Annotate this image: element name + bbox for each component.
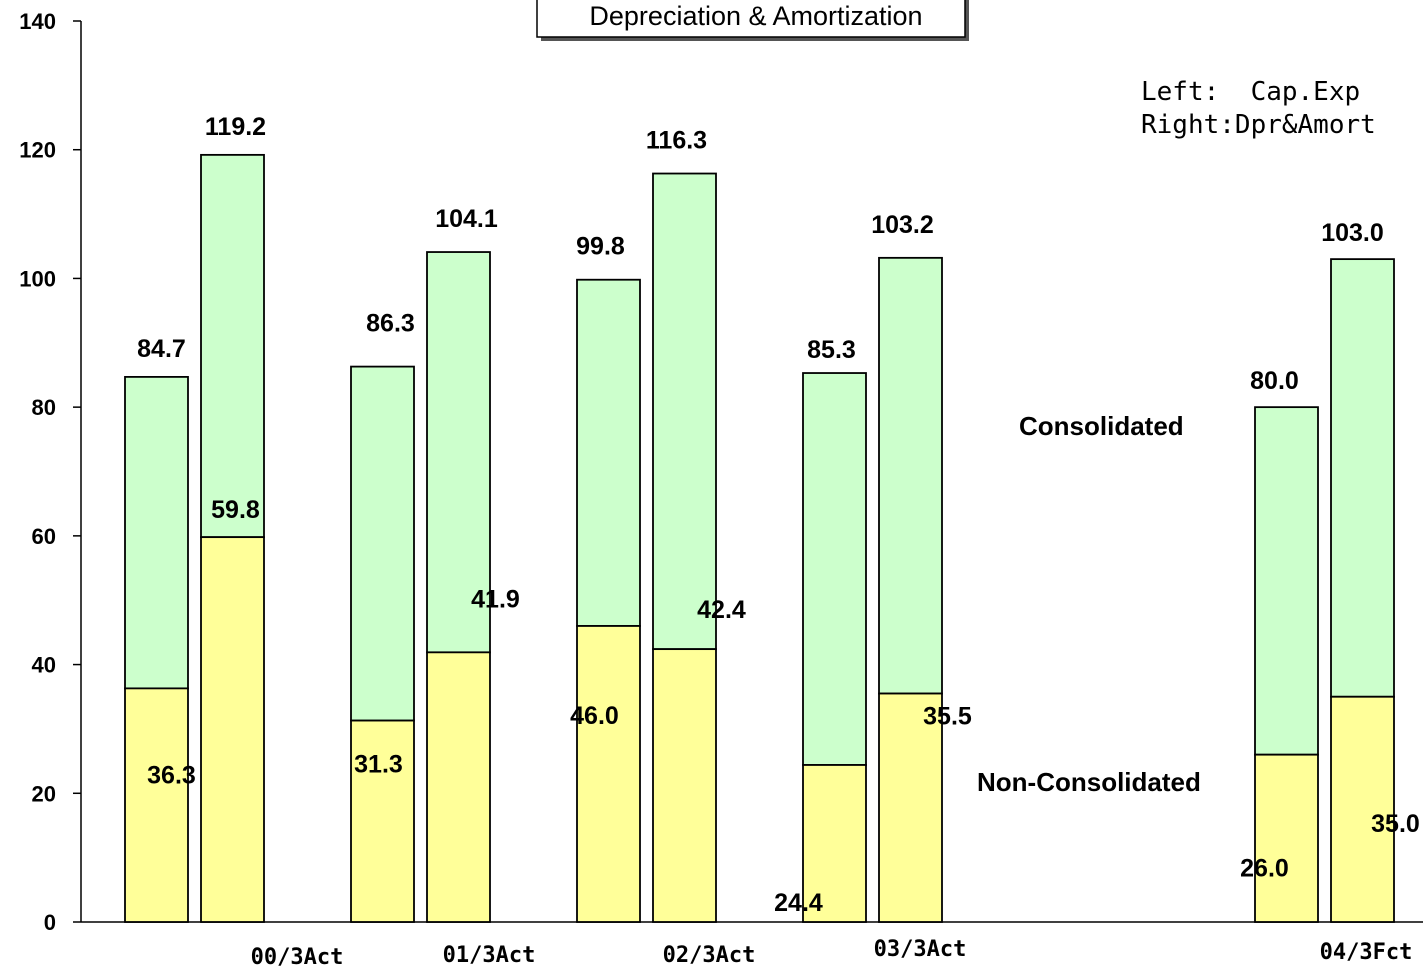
total-value-label: 104.1 (435, 205, 498, 233)
y-tick-label: 0 (44, 910, 56, 935)
non-consolidated-value-label: 31.3 (354, 751, 403, 779)
bar-consolidated (124, 375, 189, 690)
bar-non-consolidated (878, 692, 943, 923)
non-consolidated-value-label: 35.0 (1371, 810, 1420, 838)
legend-line-1: Left: Cap.Exp (1141, 77, 1360, 107)
legend-line-2: Right:Dpr&Amort (1141, 110, 1376, 140)
y-tick-label: 100 (19, 266, 56, 291)
bar-non-consolidated (652, 648, 717, 923)
non-consolidated-value-label: 35.5 (923, 703, 972, 731)
bar-non-consolidated (350, 719, 415, 923)
y-tick-label: 80 (32, 395, 56, 420)
bar-non-consolidated (1254, 753, 1319, 923)
bar-non-consolidated (1330, 695, 1395, 923)
bar-consolidated (1330, 258, 1395, 698)
data-labels: 84.7 36.3 119.2 59.8 86.3 31.3 104.1 41.9 99.8 46… (137, 113, 1420, 917)
bars (124, 153, 1395, 923)
total-value-label: 84.7 (137, 335, 186, 363)
total-value-label: 103.0 (1321, 219, 1384, 247)
x-axis-labels: 00/3Act 01/3Act 02/3Act 03/3Act 04/3Fct (251, 937, 1413, 968)
non-consolidated-value-label: 59.8 (211, 496, 260, 524)
total-value-label: 85.3 (807, 336, 856, 364)
bar-consolidated (200, 153, 265, 539)
y-tick-label: 120 (19, 138, 56, 163)
y-tick-label: 20 (32, 781, 56, 806)
chart-title: Depreciation & Amortization (589, 1, 922, 31)
bar-consolidated (576, 278, 641, 627)
non-consolidated-value-label: 46.0 (570, 702, 619, 730)
bar-non-consolidated (200, 536, 265, 923)
total-value-label: 103.2 (871, 211, 934, 239)
total-value-label: 86.3 (366, 310, 415, 338)
x-category-label: 03/3Act (874, 937, 967, 962)
bar-non-consolidated (426, 651, 491, 923)
y-tick-label: 140 (19, 9, 56, 34)
annotation-non-consolidated: Non-Consolidated (977, 767, 1201, 797)
bar-non-consolidated (124, 687, 189, 923)
total-value-label: 116.3 (646, 127, 707, 155)
non-consolidated-value-label: 42.4 (697, 596, 746, 624)
bar-non-consolidated (802, 764, 867, 923)
annotation-consolidated: Consolidated (1019, 411, 1184, 441)
bar-non-consolidated (576, 625, 641, 923)
total-value-label: 80.0 (1250, 367, 1299, 395)
non-consolidated-value-label: 36.3 (147, 761, 196, 789)
y-tick-label: 40 (32, 653, 56, 678)
bar-consolidated (652, 172, 717, 651)
non-consolidated-value-label: 24.4 (774, 889, 823, 917)
x-category-label: 00/3Act (251, 945, 344, 968)
y-axis: 0 20 40 60 80 100 120 140 (19, 9, 1423, 935)
bar-consolidated (1254, 406, 1319, 756)
total-value-label: 99.8 (576, 233, 625, 261)
x-category-label: 02/3Act (663, 943, 756, 968)
total-value-label: 119.2 (205, 113, 266, 141)
bar-consolidated (426, 251, 491, 654)
bar-consolidated (350, 365, 415, 722)
x-category-label: 01/3Act (443, 943, 536, 968)
non-consolidated-value-label: 26.0 (1240, 855, 1289, 883)
x-category-label: 04/3Fct (1320, 940, 1413, 965)
y-tick-label: 60 (32, 524, 56, 549)
chart-title-box: Depreciation & Amortization (536, 0, 969, 41)
bar-consolidated (878, 256, 943, 695)
non-consolidated-value-label: 41.9 (471, 585, 520, 613)
bar-consolidated (802, 372, 867, 766)
